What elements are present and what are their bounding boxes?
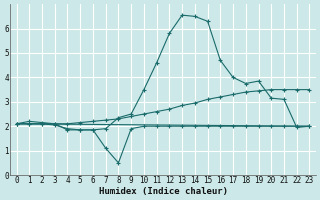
X-axis label: Humidex (Indice chaleur): Humidex (Indice chaleur) xyxy=(99,187,228,196)
